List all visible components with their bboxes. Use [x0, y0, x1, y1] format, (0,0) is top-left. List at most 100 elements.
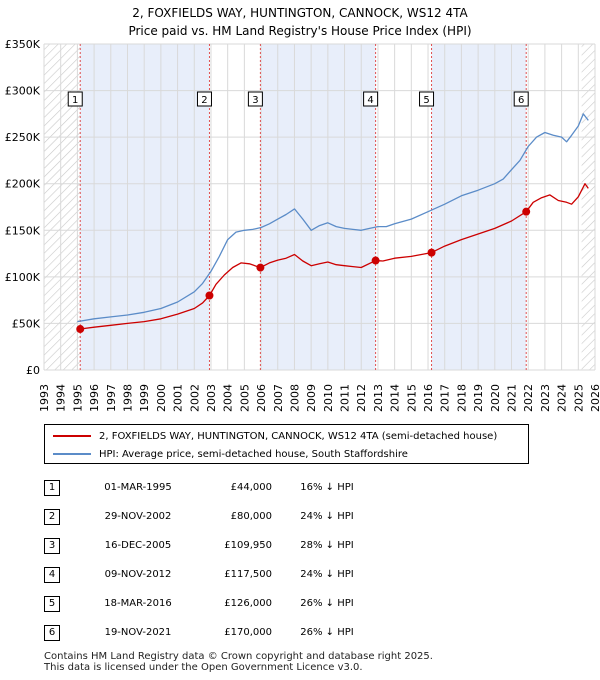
sale-row-1: 1 01-MAR-1995 £44,000 16% ↓ HPI	[44, 473, 382, 502]
x-tick-label: 2026	[589, 384, 600, 412]
sale-date: 09-NOV-2012	[104, 569, 172, 580]
y-tick-label: £150K	[5, 224, 41, 237]
x-tick-label: 1994	[55, 384, 68, 412]
hpi-line	[77, 113, 589, 323]
sale-label-box-6	[513, 91, 529, 107]
x-tick-label: 2018	[455, 384, 468, 412]
x-tick-label: 2014	[389, 384, 402, 412]
hatch-region	[581, 44, 595, 370]
sale-hpi-diff: 24% ↓ HPI	[300, 569, 354, 580]
x-tick-label: 2006	[255, 384, 268, 412]
ownership-shade	[260, 44, 376, 370]
sale-label-5: 5	[423, 95, 429, 106]
sale-marker-6	[522, 207, 531, 216]
sale-marker-4	[371, 256, 380, 265]
sale-hpi-diff: 24% ↓ HPI	[300, 511, 354, 522]
x-tick-label: 2012	[355, 384, 368, 412]
sale-date: 16-DEC-2005	[104, 540, 172, 551]
x-tick-label: 2023	[539, 384, 552, 412]
sale-label-box-3	[247, 91, 263, 107]
sale-marker-3	[256, 263, 265, 272]
property-price-line	[80, 183, 589, 330]
chart-legend: 2, FOXFIELDS WAY, HUNTINGTON, CANNOCK, W…	[44, 424, 529, 464]
sale-marker-2	[205, 291, 214, 300]
x-tick-label: 1995	[71, 384, 84, 412]
sale-price: £170,000	[224, 627, 272, 638]
sale-row-4: 4 09-NOV-2012 £117,500 24% ↓ HPI	[44, 560, 382, 589]
sale-label-3: 3	[252, 95, 258, 106]
x-tick-label: 2008	[288, 384, 301, 412]
x-tick-label: 2009	[305, 384, 318, 412]
x-tick-label: 2007	[272, 384, 285, 412]
y-tick-label: £50K	[12, 317, 41, 330]
sale-price: £109,950	[224, 540, 272, 551]
sale-row-3: 3 16-DEC-2005 £109,950 28% ↓ HPI	[44, 531, 382, 560]
footer-copyright: Contains HM Land Registry data © Crown c…	[44, 651, 433, 662]
sale-marker-1	[76, 325, 85, 334]
y-tick-label: £300K	[5, 85, 41, 98]
sale-label-box-2	[196, 91, 212, 107]
sale-label-4: 4	[367, 95, 373, 106]
x-tick-label: 1998	[121, 384, 134, 412]
x-tick-label: 2015	[405, 384, 418, 412]
sale-hpi-diff: 26% ↓ HPI	[300, 627, 354, 638]
legend-swatch-hpi	[53, 453, 91, 455]
x-tick-label: 2016	[422, 384, 435, 412]
sale-row-2: 2 29-NOV-2002 £80,000 24% ↓ HPI	[44, 502, 382, 531]
x-tick-label: 2021	[506, 384, 519, 412]
y-tick-label: £350K	[5, 38, 41, 51]
legend-item-property: 2, FOXFIELDS WAY, HUNTINGTON, CANNOCK, W…	[53, 428, 497, 444]
title-text: 2, FOXFIELDS WAY, HUNTINGTON, CANNOCK, W…	[132, 6, 468, 20]
legend-item-hpi: HPI: Average price, semi-detached house,…	[53, 446, 408, 462]
sale-label-1: 1	[72, 95, 78, 106]
x-tick-label: 2000	[155, 384, 168, 412]
sale-label-box-4	[363, 91, 379, 107]
x-tick-label: 2002	[188, 384, 201, 412]
sale-number: 1	[44, 479, 60, 496]
legend-label-property: 2, FOXFIELDS WAY, HUNTINGTON, CANNOCK, W…	[99, 430, 498, 442]
sale-number: 2	[44, 508, 60, 525]
x-tick-label: 2004	[222, 384, 235, 412]
sale-number: 4	[44, 566, 60, 583]
sale-date: 18-MAR-2016	[104, 598, 172, 609]
x-tick-label: 1999	[138, 384, 151, 412]
sale-number: 6	[44, 624, 60, 641]
sale-row-5: 5 18-MAR-2016 £126,000 26% ↓ HPI	[44, 589, 382, 618]
x-tick-label: 2019	[472, 384, 485, 412]
x-tick-label: 2011	[339, 384, 352, 412]
sale-row-6: 6 19-NOV-2021 £170,000 26% ↓ HPI	[44, 618, 382, 647]
x-tick-label: 2001	[172, 384, 185, 412]
footer: Contains HM Land Registry data © Crown c…	[44, 651, 433, 673]
x-tick-label: 1996	[88, 384, 101, 412]
sale-date: 29-NOV-2002	[104, 511, 172, 522]
sale-date: 19-NOV-2021	[104, 627, 172, 638]
sale-number: 3	[44, 537, 60, 554]
sale-label-box-1	[67, 91, 83, 107]
ownership-shade	[80, 44, 210, 370]
x-tick-label: 2025	[572, 384, 585, 412]
sale-hpi-diff: 28% ↓ HPI	[300, 540, 354, 551]
ownership-shade	[431, 44, 527, 370]
y-tick-label: £100K	[5, 271, 41, 284]
chart-title: 2, FOXFIELDS WAY, HUNTINGTON, CANNOCK, W…	[0, 4, 600, 40]
sale-hpi-diff: 26% ↓ HPI	[300, 598, 354, 609]
x-tick-label: 2005	[238, 384, 251, 412]
sale-hpi-diff: 16% ↓ HPI	[300, 482, 354, 493]
y-tick-label: £250K	[5, 131, 41, 144]
x-tick-label: 2003	[205, 384, 218, 412]
x-tick-label: 2020	[489, 384, 502, 412]
x-tick-label: 2017	[439, 384, 452, 412]
x-tick-label: 1997	[105, 384, 118, 412]
sale-price: £44,000	[230, 482, 272, 493]
sale-price: £80,000	[230, 511, 272, 522]
legend-swatch-property	[53, 435, 91, 437]
price-chart: 1 2 3 4 5 6 £0 £50K £100K £150K £200K £250K £300K £3…	[5, 38, 600, 412]
sale-label-6: 6	[518, 95, 524, 106]
sale-number: 5	[44, 595, 60, 612]
sale-label-box-5	[419, 91, 435, 107]
footer-licence: This data is licensed under the Open Gov…	[44, 662, 363, 673]
subtitle-text: Price paid vs. HM Land Registry's House …	[128, 24, 472, 38]
sales-table: 1 01-MAR-1995 £44,000 16% ↓ HPI 2 29-NOV-2002…	[44, 473, 382, 647]
legend-label-hpi: HPI: Average price, semi-detached house,…	[99, 448, 408, 460]
sale-date: 01-MAR-1995	[104, 482, 172, 493]
